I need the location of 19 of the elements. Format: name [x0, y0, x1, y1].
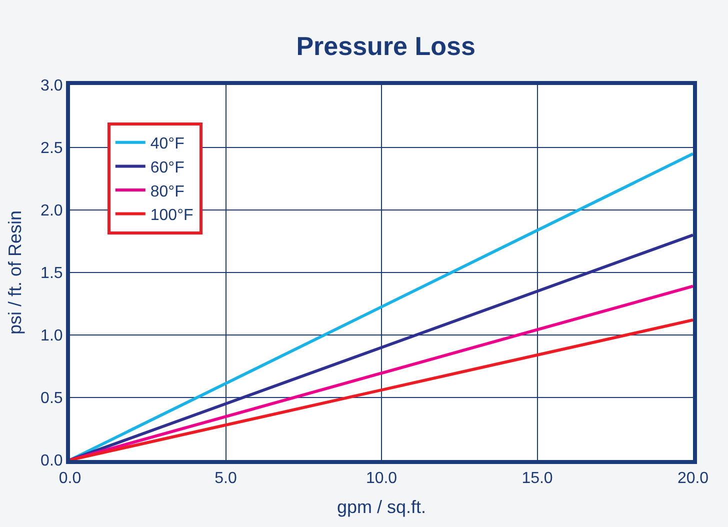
x-tick-label: 10.0: [366, 470, 398, 488]
y-tick-label: 1.5: [40, 265, 63, 282]
legend-label: 60°F: [150, 159, 185, 176]
x-tick-label: 20.0: [677, 470, 709, 488]
y-tick-label: 1.0: [40, 328, 63, 345]
chart-title: Pressure Loss: [296, 31, 476, 62]
legend-label: 100°F: [150, 207, 194, 224]
x-tick-label: 15.0: [522, 470, 553, 488]
y-tick-label: 0.0: [40, 452, 63, 470]
x-tick-label: 0.0: [58, 470, 82, 488]
x-axis-title: gpm / sq.ft.: [336, 496, 426, 517]
y-tick-label: 2.0: [40, 202, 63, 220]
legend-label: 40°F: [150, 136, 185, 153]
x-tick-label: 5.0: [214, 470, 237, 488]
legend-label: 80°F: [150, 183, 185, 200]
y-tick-label: 3.0: [40, 78, 63, 95]
y-tick-label: 2.5: [40, 140, 63, 158]
y-axis-title: psi / ft. of Resin: [5, 210, 26, 335]
y-tick-label: 0.5: [40, 390, 63, 408]
